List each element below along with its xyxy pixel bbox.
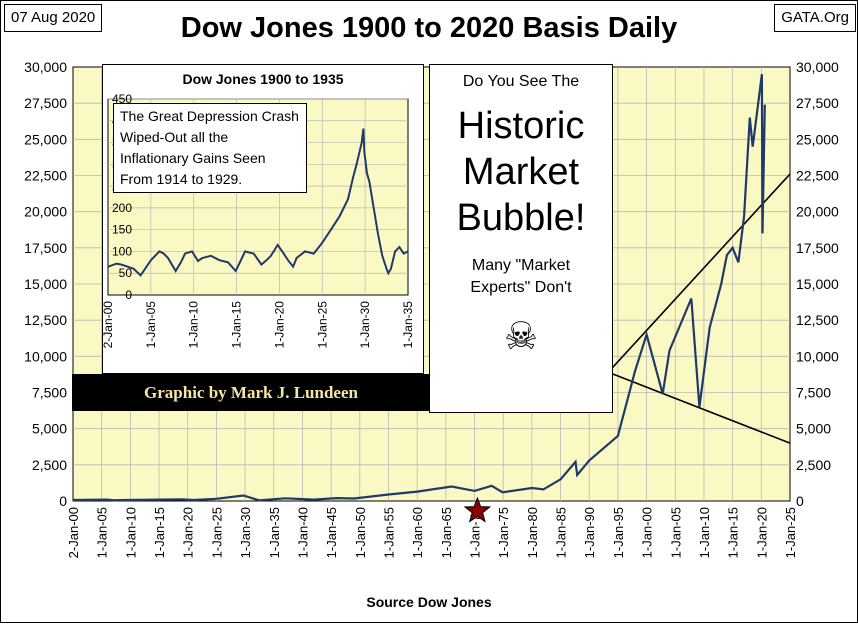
main-y-tick-right: 15,000 <box>796 276 839 292</box>
source-badge: GATA.Org <box>774 4 856 32</box>
main-y-tick-right: 12,500 <box>796 312 839 328</box>
main-x-tick: 1-Jan-80 <box>525 507 540 558</box>
main-y-tick-left: 30,000 <box>24 59 67 75</box>
main-y-tick-right: 20,000 <box>796 204 839 220</box>
inset-title: Dow Jones 1900 to 1935 <box>182 71 344 87</box>
main-x-tick: 1-Jan-10 <box>697 507 712 558</box>
callout-big3: Bubble! <box>456 197 586 239</box>
main-x-tick: 1-Jan-75 <box>496 507 511 558</box>
main-x-tick: 1-Jan-95 <box>611 507 626 558</box>
main-x-tick: 1-Jan-25 <box>209 507 224 558</box>
main-x-tick: 1-Jan-10 <box>123 507 138 558</box>
inset-y-tick: 450 <box>112 92 132 106</box>
callout-big1: Historic <box>457 105 585 147</box>
main-x-tick: 1-Jan-60 <box>410 507 425 558</box>
callout-panel: Do You See The Historic Market Bubble! M… <box>429 64 613 413</box>
main-y-tick-right: 25,000 <box>796 131 839 147</box>
inset-x-tick: 1-Jan-30 <box>358 301 372 349</box>
main-x-tick: 1-Jan-15 <box>726 507 741 558</box>
main-x-tick: 2-Jan-00 <box>66 507 81 558</box>
inset-x-tick: 1-Jan-20 <box>272 301 286 349</box>
main-x-tick: 1-Jan-25 <box>783 507 798 558</box>
callout-line3b: Experts" Don't <box>470 279 572 296</box>
main-x-tick: 1-Jan-05 <box>95 507 110 558</box>
inset-x-tick: 1-Jan-10 <box>187 301 201 349</box>
inset-x-tick: 1-Jan-05 <box>144 301 158 349</box>
main-x-tick: 1-Jan-30 <box>238 507 253 558</box>
credit-banner: Graphic by Mark J. Lundeen <box>72 374 430 411</box>
inset-x-tick: 1-Jan-35 <box>401 301 415 349</box>
main-y-tick-left: 20,000 <box>24 204 67 220</box>
main-x-tick: 1-Jan-20 <box>754 507 769 558</box>
inset-y-tick: 0 <box>125 288 132 302</box>
inset-y-tick: 50 <box>119 266 133 280</box>
main-y-tick-left: 25,000 <box>24 131 67 147</box>
main-x-tick: 1-Jan-05 <box>668 507 683 558</box>
main-x-tick: 1-Jan-00 <box>640 507 655 558</box>
main-y-tick-left: 5,000 <box>32 421 67 437</box>
x-axis-title: Source Dow Jones <box>366 594 492 610</box>
main-y-tick-left: 10,000 <box>24 348 67 364</box>
star-marker <box>463 496 492 523</box>
main-y-tick-left: 15,000 <box>24 276 67 292</box>
main-x-tick: 1-Jan-20 <box>181 507 196 558</box>
main-y-tick-left: 17,500 <box>24 240 67 256</box>
main-y-tick-right: 5,000 <box>796 421 831 437</box>
main-x-tick: 1-Jan-90 <box>582 507 597 558</box>
dow-series-line <box>72 74 766 502</box>
main-y-tick-right: 27,500 <box>796 95 839 111</box>
callout-big2: Market <box>462 151 580 193</box>
main-x-tick: 1-Jan-15 <box>152 507 167 558</box>
inset-x-tick: 1-Jan-15 <box>230 301 244 349</box>
main-y-tick-right: 17,500 <box>796 240 839 256</box>
main-x-tick: 1-Jan-45 <box>324 507 339 558</box>
inset-y-tick: 100 <box>112 244 132 258</box>
inset-y-tick: 150 <box>112 223 132 237</box>
main-x-tick: 1-Jan-35 <box>267 507 282 558</box>
main-y-tick-left: 2,500 <box>32 457 67 473</box>
main-y-tick-left: 7,500 <box>32 385 67 401</box>
main-y-tick-left: 12,500 <box>24 312 67 328</box>
main-trendline <box>611 173 791 369</box>
skull-crossbones-icon: ☠ <box>503 316 539 358</box>
main-x-tick: 1-Jan-40 <box>295 507 310 558</box>
main-x-tick: 1-Jan-55 <box>381 507 396 558</box>
chart-title: Dow Jones 1900 to 2020 Basis Daily <box>180 12 678 44</box>
main-y-tick-left: 0 <box>59 493 67 509</box>
main-x-tick: 1-Jan-65 <box>439 507 454 558</box>
main-y-tick-left: 27,500 <box>24 95 67 111</box>
inset-chart-panel: 050100150200250300350400450 2-Jan-001-Ja… <box>102 64 424 374</box>
main-y-tick-right: 2,500 <box>796 457 831 473</box>
callout-line3a: Many "Market <box>471 257 571 274</box>
main-y-tick-right: 10,000 <box>796 348 839 364</box>
main-trendline <box>611 372 791 444</box>
inset-x-tick: 1-Jan-25 <box>315 301 329 349</box>
main-y-tick-right: 7,500 <box>796 385 831 401</box>
date-label: 07 Aug 2020 <box>11 9 96 26</box>
main-y-tick-left: 22,500 <box>24 168 67 184</box>
inset-x-tick: 2-Jan-00 <box>103 301 115 349</box>
inset-annotation: The Great Depression Crash Wiped-Out all… <box>113 103 307 193</box>
source-label: GATA.Org <box>781 9 849 26</box>
inset-y-tick: 200 <box>112 201 132 215</box>
inset-series-line <box>107 128 409 277</box>
main-y-tick-right: 22,500 <box>796 168 839 184</box>
main-y-tick-right: 30,000 <box>796 59 839 75</box>
main-x-tick: 1-Jan-85 <box>554 507 569 558</box>
main-x-tick: 1-Jan-50 <box>353 507 368 558</box>
date-badge: 07 Aug 2020 <box>4 4 103 32</box>
main-y-tick-right: 0 <box>796 493 804 509</box>
callout-line1: Do You See The <box>462 73 580 90</box>
